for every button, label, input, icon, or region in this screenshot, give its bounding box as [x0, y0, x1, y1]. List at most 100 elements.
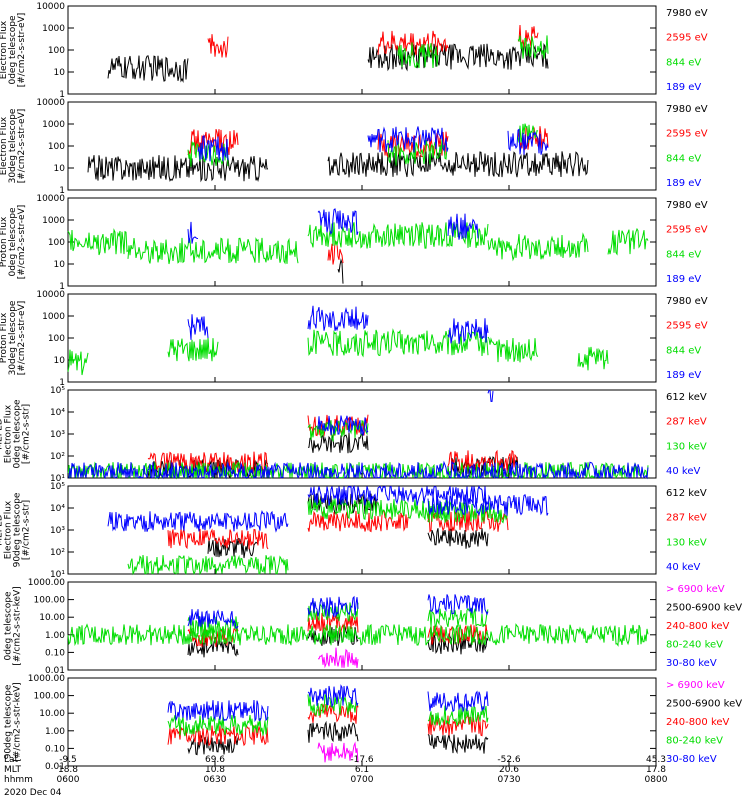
series-trace [307, 328, 489, 358]
y-axis-label-line: 90deg telescope [4, 684, 14, 759]
x-tick-label-lat: 45.3 [646, 755, 666, 765]
y-axis-label-line: MEPED [0, 514, 5, 546]
y-axis-label: MEPED Electron Flux 0deg telescope [#/cm2-s… [0, 399, 32, 469]
x-tick-label-hhmm: 0630 [204, 775, 227, 785]
legend-entry: 30-80 keV [666, 658, 717, 669]
legend-entry: 2595 eV [666, 33, 708, 44]
y-tick-label: 1 [59, 90, 65, 100]
series-7980-ev [337, 258, 344, 284]
y-axis-label-line: [#/cm2-s-str-eV] [17, 109, 27, 184]
series-trace [307, 694, 359, 717]
series-trace [187, 735, 239, 756]
legend-entry: 130 keV [666, 441, 707, 452]
series-trace [427, 734, 489, 755]
panel-1: 10000 1000 100 10 1 Electron Flux 0deg telesco… [0, 2, 708, 100]
series-trace [207, 34, 229, 58]
panel-3: 10000 1000 100 10 1 Proton Flux 0deg telescope… [0, 194, 708, 292]
panel-5: 10⁵ 10⁴ 10³ 10² 10¹ MEPED Electron Flux 0deg te… [0, 386, 707, 484]
series-40-kev [107, 484, 549, 533]
y-tick-label: 1 [59, 378, 65, 388]
y-tick-label: 1000 [42, 120, 65, 130]
series-trace [167, 699, 269, 723]
y-tick-label: 1.00 [45, 631, 65, 641]
x-tick-label-lat: 69.6 [205, 755, 225, 765]
y-axis-label: Proton Flux 30deg telescope [#/cm2-s-str-e… [0, 300, 27, 375]
series-7980-ev [87, 151, 589, 183]
legend-entry: 7980 eV [666, 200, 708, 211]
legend-entry: 40 keV [666, 562, 700, 573]
legend-entry: 287 keV [666, 417, 707, 428]
y-axis-label-line: 0deg telescope [8, 207, 18, 277]
series-trace [317, 741, 359, 763]
series-trace [127, 237, 299, 265]
y-axis-label-line: 0deg telescope [4, 591, 14, 661]
panel-8: 1000.00 100.00 10.00 1.00 0.10 0.01 90deg tele… [4, 674, 743, 772]
y-axis-label: Electron Flux 30deg telescope [#/cm2-s-str… [0, 108, 27, 183]
series-189-ev [187, 305, 489, 344]
y-tick-label: 1000.00 [28, 578, 65, 588]
series-trace [307, 432, 369, 454]
y-tick-label: 10⁴ [50, 504, 65, 514]
series-trace [447, 318, 489, 344]
series-trace [107, 509, 289, 533]
y-tick-label: 10 [54, 68, 66, 78]
series-2500-6900-kev [187, 720, 489, 756]
panel-7: 1000.00 100.00 10.00 1.00 0.10 0.01 0deg teles… [4, 578, 743, 676]
series-trace [507, 128, 549, 155]
y-tick-label: 10⁴ [50, 408, 65, 418]
series-trace [307, 484, 489, 506]
y-tick-label: 100.00 [34, 596, 66, 606]
x-tick-label-hhmm: 0600 [57, 775, 80, 785]
series-trace [307, 684, 359, 708]
series-trace [67, 228, 129, 256]
legend-entry: 240-800 keV [666, 717, 730, 728]
y-tick-label: 10.00 [39, 709, 65, 719]
y-tick-label: 10000 [36, 194, 65, 204]
y-tick-label: 1000 [42, 24, 65, 34]
y-axis-label-line: [#/cm2-s-str-keV] [13, 586, 23, 665]
y-tick-label: 1000.00 [28, 674, 65, 684]
legend-entry: 612 keV [666, 392, 707, 403]
series-trace [447, 449, 519, 471]
y-tick-label: 10² [50, 452, 65, 462]
legend-entry: 287 keV [666, 513, 707, 524]
x-tick-label-mlt: 6.1 [355, 765, 369, 775]
series-trace [207, 537, 259, 559]
legend-entry: 7980 eV [666, 104, 708, 115]
y-tick-label: 100.00 [34, 692, 66, 702]
series-trace [187, 141, 229, 167]
series-trace [187, 221, 199, 244]
y-axis-label-line: [#/cm2-s-str-keV] [13, 682, 23, 761]
series-80-240-kev [167, 694, 489, 737]
x-tick-label-hhmm: 0700 [351, 775, 374, 785]
y-tick-label: 10 [54, 164, 66, 174]
y-tick-label: 10.00 [39, 613, 65, 623]
y-axis-label-line: 0deg telescope [8, 15, 18, 85]
y-tick-label: 10¹ [50, 570, 65, 580]
y-axis-label-line: Electron Flux [0, 116, 9, 175]
series-287-kev [167, 509, 509, 550]
series-30-80-kev [167, 684, 489, 723]
series-189-ev [187, 208, 479, 244]
x-tick-label-lat: -9.5 [59, 755, 77, 765]
y-axis-label-line: Proton Flux [0, 312, 9, 363]
series-trace [517, 35, 549, 59]
legend-entry: 2500-6900 keV [666, 603, 742, 614]
series-844-ev [397, 35, 549, 69]
y-tick-label: 100 [48, 334, 65, 344]
legend-entry: 189 eV [666, 274, 701, 285]
series-trace [427, 607, 489, 628]
legend-entry: 2500-6900 keV [666, 699, 742, 710]
y-tick-label: 10000 [36, 98, 65, 108]
series-trace [307, 595, 359, 618]
legend-entry: 844 eV [666, 345, 701, 356]
y-tick-label: 10000 [36, 2, 65, 12]
y-axis-label-line: Electron Flux [4, 500, 14, 559]
y-axis-label-line: [#/cm2-s-str] [22, 404, 32, 464]
y-axis-label-line: [#/cm2-s-str] [22, 500, 32, 560]
series-trace [67, 623, 649, 647]
x-tick-label-hhmm: 0730 [498, 775, 521, 785]
series-trace [307, 222, 489, 249]
y-tick-label: 10⁵ [50, 386, 65, 396]
